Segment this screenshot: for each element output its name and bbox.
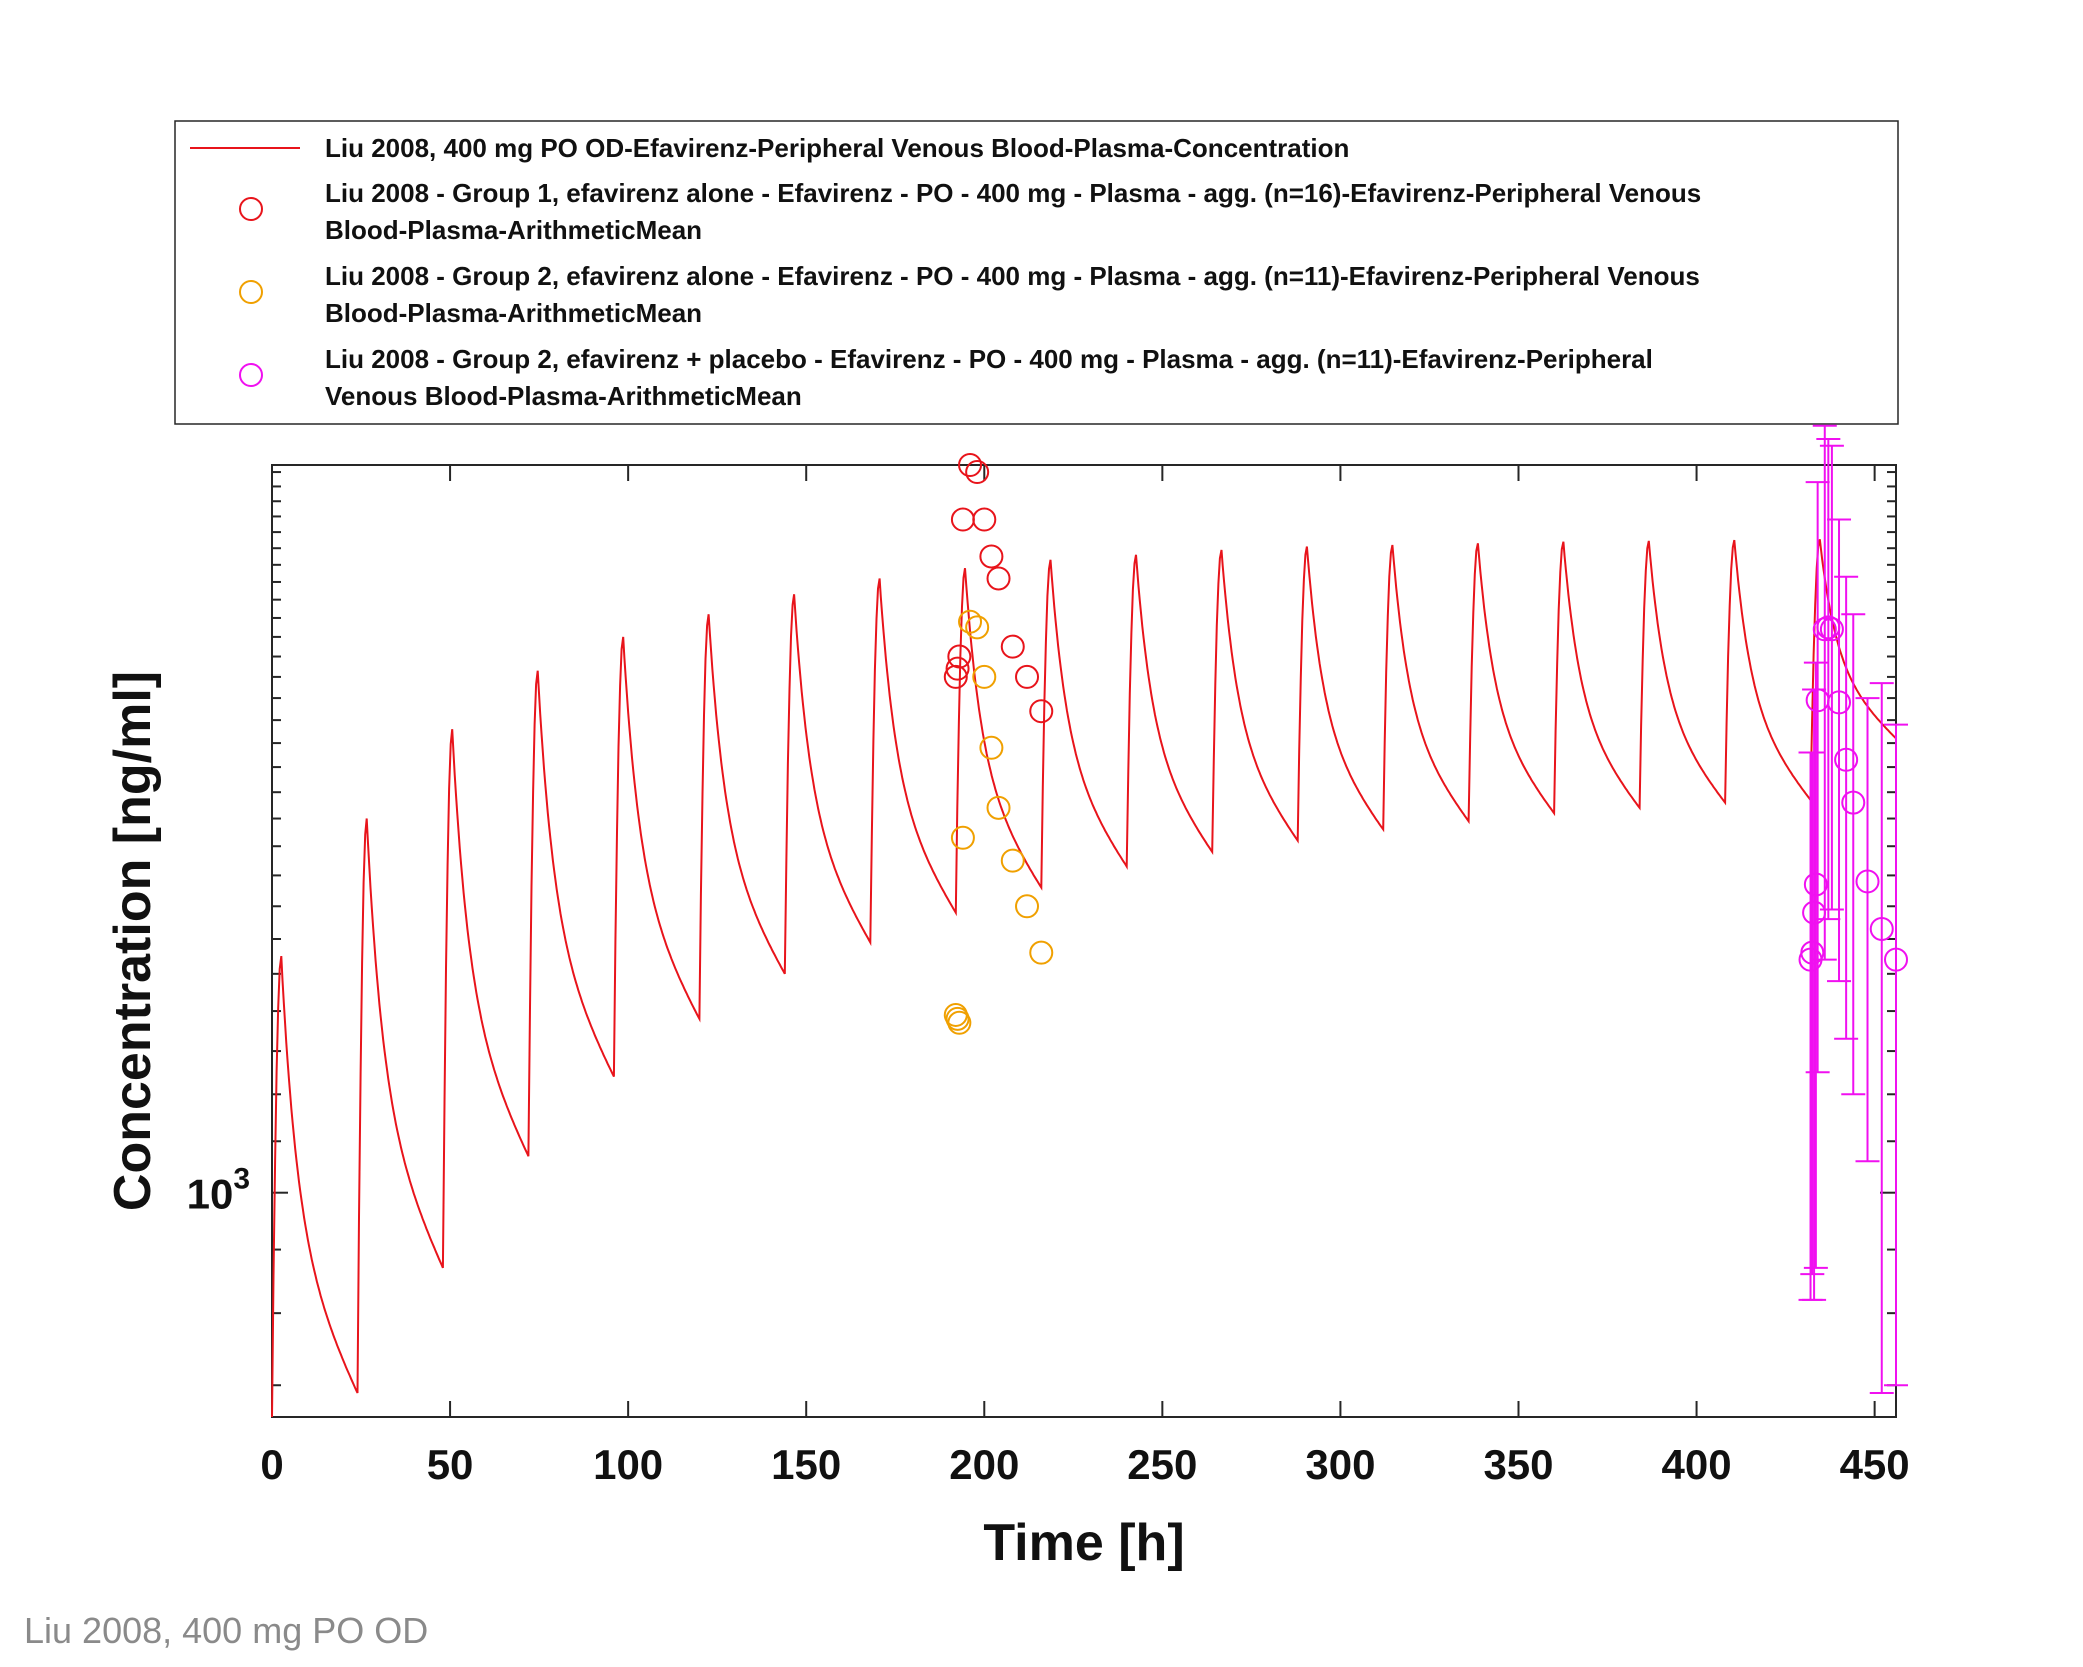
data-point <box>1819 617 1844 642</box>
data-point <box>1029 940 1054 965</box>
legend-entry-text: Liu 2008 - Group 1, efavirenz alone - Ef… <box>325 178 1701 208</box>
data-point <box>965 460 990 485</box>
data-point <box>1834 747 1859 772</box>
data-point <box>947 1010 972 1035</box>
legend-entry-text: Liu 2008, 400 mg PO OD-Efavirenz-Periphe… <box>325 133 1349 163</box>
y-tick-exponent: 3 <box>233 1163 250 1196</box>
x-axis-label: Time [h] <box>983 1514 1184 1572</box>
data-point <box>986 566 1011 591</box>
x-tick-label: 50 <box>427 1441 474 1488</box>
x-tick-label: 0 <box>260 1441 283 1488</box>
data-point <box>1800 940 1825 965</box>
x-tick-label: 250 <box>1127 1441 1197 1488</box>
data-point <box>958 453 983 477</box>
plot-frame <box>271 464 1897 1418</box>
data-point <box>986 795 1011 820</box>
legend-entry-text: Liu 2008 - Group 2, efavirenz + placebo … <box>325 344 1653 374</box>
x-tick-label: 350 <box>1483 1441 1553 1488</box>
x-tick-label: 200 <box>949 1441 1019 1488</box>
x-tick-label: 400 <box>1662 1441 1732 1488</box>
data-point <box>1029 699 1054 724</box>
data-point <box>972 664 997 689</box>
data-point <box>945 656 970 681</box>
data-point <box>943 664 968 689</box>
x-tick-label: 150 <box>771 1441 841 1488</box>
legend-entry-text: Blood-Plasma-ArithmeticMean <box>325 298 702 328</box>
x-tick-label: 300 <box>1305 1441 1375 1488</box>
legend-entry-text: Liu 2008 - Group 2, efavirenz alone - Ef… <box>325 261 1700 291</box>
data-point <box>979 544 1004 569</box>
legend: Liu 2008, 400 mg PO OD-Efavirenz-Periphe… <box>174 120 1899 425</box>
legend-marker-swatch <box>239 280 263 304</box>
data-point <box>1855 869 1880 894</box>
data-point <box>947 644 972 669</box>
y-axis-label: Concentration [ng/ml] <box>104 671 162 1211</box>
data-point <box>1015 664 1040 689</box>
data-point <box>1000 634 1025 659</box>
plot-area: 0 50 100 150 200 250 300 350 400 450 103 <box>187 424 1910 1488</box>
legend-marker-swatch <box>239 363 263 387</box>
data-point <box>958 609 983 634</box>
y-tick-label: 103 <box>187 1163 250 1218</box>
data-point <box>1000 848 1025 873</box>
data-point <box>945 1006 970 1031</box>
x-tick-label: 100 <box>593 1441 663 1488</box>
data-point <box>972 507 997 532</box>
legend-entry-text: Venous Blood-Plasma-ArithmeticMean <box>325 381 802 411</box>
data-point <box>1015 894 1040 919</box>
data-point <box>950 825 975 850</box>
data-point <box>1841 790 1866 815</box>
simulation-line <box>271 539 1897 1418</box>
data-point <box>979 735 1004 760</box>
axis-labels: Time [h] Concentration [ng/ml] <box>104 671 1185 1572</box>
legend-marker-swatch <box>239 197 263 221</box>
y-tick-base: 10 <box>187 1171 234 1218</box>
legend-box <box>174 120 1899 425</box>
data-point <box>1803 872 1828 897</box>
data-point <box>1812 617 1837 642</box>
x-tick-label: 450 <box>1840 1441 1910 1488</box>
footer-caption: Liu 2008, 400 mg PO OD <box>24 1610 429 1651</box>
data-point <box>1869 916 1894 941</box>
data-point <box>1827 690 1852 715</box>
data-point <box>965 615 990 640</box>
data-point <box>1884 947 1908 972</box>
legend-entry-text: Blood-Plasma-ArithmeticMean <box>325 215 702 245</box>
